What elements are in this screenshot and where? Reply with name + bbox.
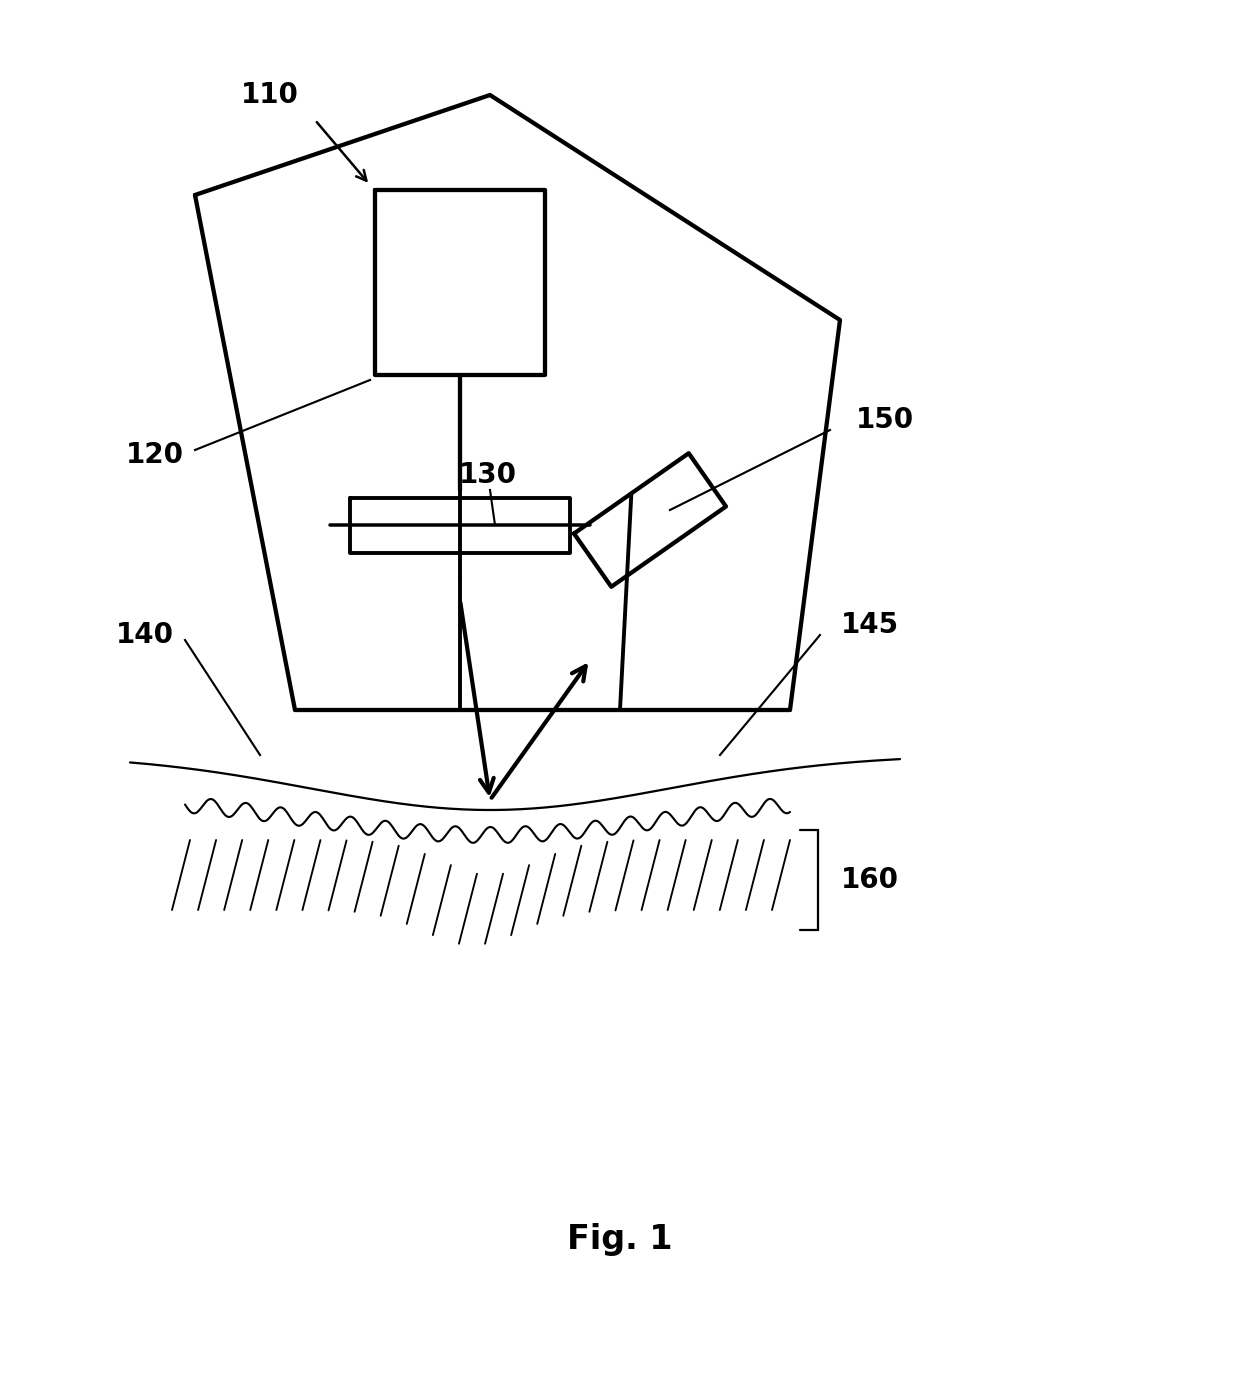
Text: 150: 150: [856, 405, 914, 433]
Text: 120: 120: [126, 440, 184, 468]
Text: 130: 130: [459, 461, 517, 489]
Text: Fig. 1: Fig. 1: [567, 1223, 673, 1257]
Text: 160: 160: [841, 865, 899, 893]
Text: 140: 140: [117, 621, 174, 649]
Text: 145: 145: [841, 611, 899, 639]
Text: 110: 110: [241, 81, 299, 109]
